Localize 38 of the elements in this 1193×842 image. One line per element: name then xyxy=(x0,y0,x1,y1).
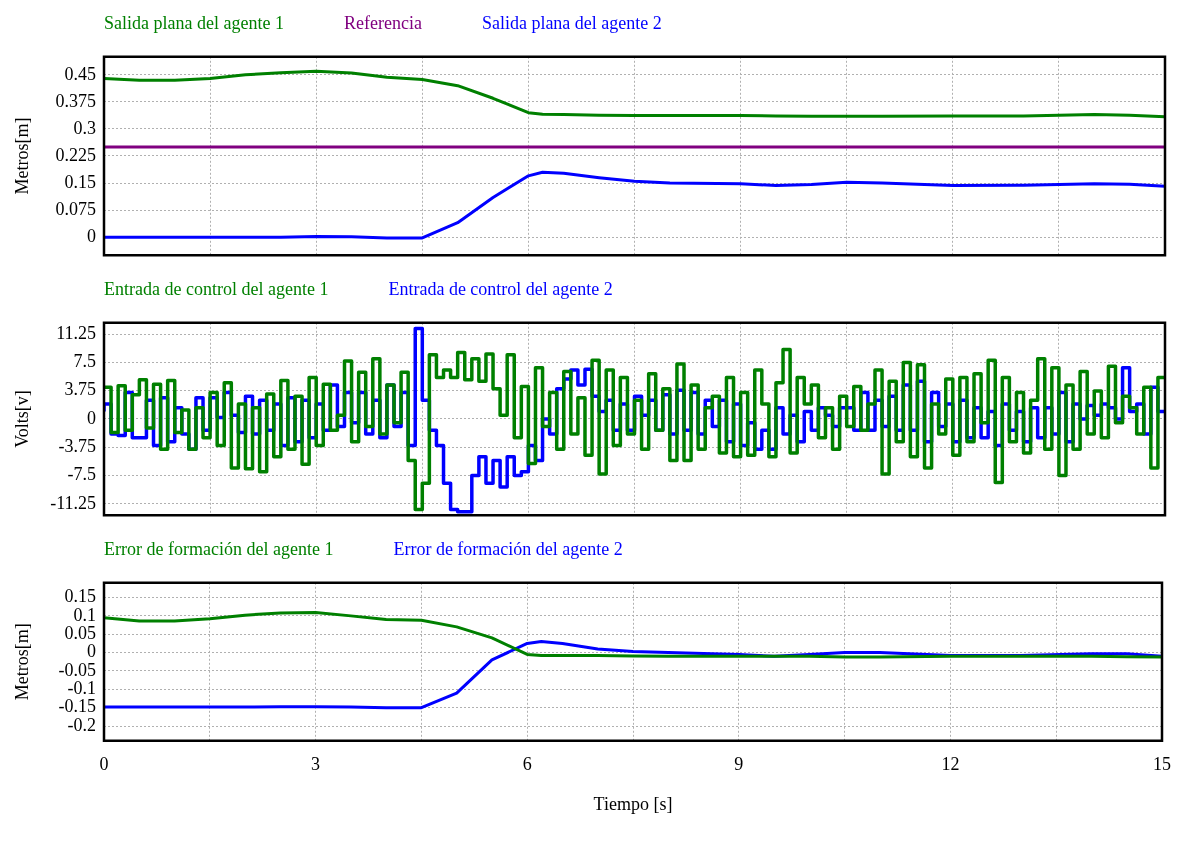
y-tick-label: -3.75 xyxy=(58,436,96,457)
y-tick-label: 0.3 xyxy=(73,117,96,138)
y-tick-label: -0.15 xyxy=(58,696,96,717)
x-axis-title: Tiempo [s] xyxy=(593,793,673,814)
y-axis-title: Metros[m] xyxy=(11,117,32,195)
y-tick-label: 0.45 xyxy=(64,63,96,84)
y-tick-label: 0.075 xyxy=(55,198,96,219)
y-tick-label: -0.1 xyxy=(67,678,96,699)
y-tick-label: 0 xyxy=(87,225,96,246)
y-tick-label: -0.05 xyxy=(58,659,96,680)
y-tick-label: 0 xyxy=(87,641,96,662)
y-tick-label: 0.05 xyxy=(64,622,96,643)
y-tick-label: 0.225 xyxy=(55,144,96,165)
y-tick-label: 7.5 xyxy=(73,351,96,372)
text: Salida plana del agente 1 xyxy=(104,12,284,34)
y-tick-label: -7.5 xyxy=(67,464,96,485)
y-tick-label: 11.25 xyxy=(56,322,96,343)
y-tick-label: 0.15 xyxy=(64,171,96,192)
text: Entrada de control del agente 1 xyxy=(104,278,329,300)
text: Error de formación del agente 1 xyxy=(104,538,334,560)
y-tick-label: 0.375 xyxy=(55,90,96,111)
y-tick-label: 0.15 xyxy=(64,586,96,607)
y-tick-label: -11.25 xyxy=(50,492,96,513)
y-tick-label: 3.75 xyxy=(64,379,96,400)
x-tick-label: 9 xyxy=(734,754,744,775)
x-tick-label: 6 xyxy=(522,754,532,775)
text: Salida plana del agente 2 xyxy=(481,12,662,34)
text: Error de formación del agente 2 xyxy=(393,538,623,560)
y-tick-label: 0.1 xyxy=(73,604,96,625)
y-axis-title: Volts[v] xyxy=(11,390,32,448)
text: Entrada de control del agente 2 xyxy=(388,278,613,300)
text: Referencia xyxy=(343,12,422,34)
y-tick-label: 0 xyxy=(87,407,96,428)
y-tick-label: -0.2 xyxy=(67,714,96,735)
x-tick-label: 15 xyxy=(1153,754,1171,775)
y-axis-title: Metros[m] xyxy=(11,623,32,701)
x-tick-label: 3 xyxy=(311,754,321,775)
x-tick-label: 12 xyxy=(941,754,960,775)
